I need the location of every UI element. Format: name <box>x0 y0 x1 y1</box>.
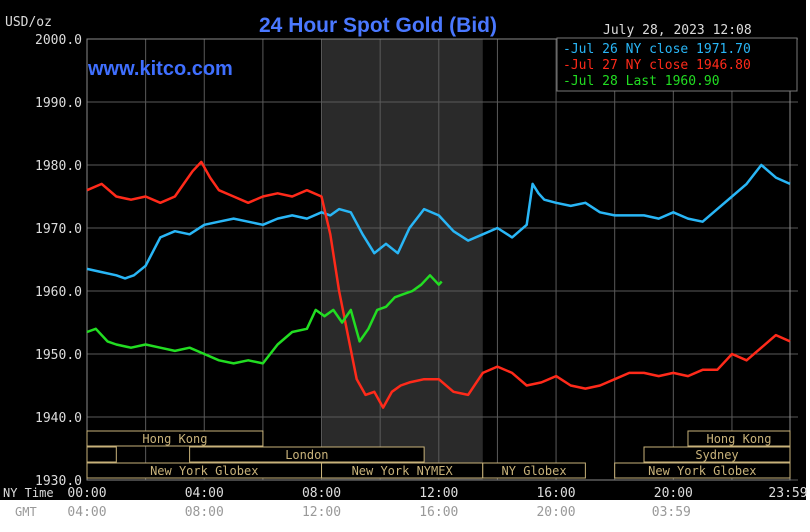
unit-label: USD/oz <box>5 15 52 30</box>
market-session-box <box>643 446 791 463</box>
market-session-box <box>687 430 791 447</box>
market-session-label: New York Globex <box>150 464 258 478</box>
market-session-label: Hong Kong <box>142 432 207 446</box>
legend-box <box>556 37 798 92</box>
watermark: www.kitco.com <box>87 58 233 80</box>
x-tick-label: 00:00 <box>67 486 106 501</box>
x-tick-label: 23:59 <box>768 486 807 501</box>
shaded-session-band <box>322 39 483 480</box>
y-tick-label: 1990.0 <box>35 96 82 111</box>
y-tick-label: 1930.0 <box>35 474 82 489</box>
legend: -Jul 26 NY close 1971.70-Jul 27 NY close… <box>556 37 798 92</box>
series-line-jul-27 <box>86 160 791 409</box>
x-row-label-nytime: NY Time <box>3 486 54 500</box>
plot-frame <box>86 38 791 481</box>
series-line-jul-26 <box>86 163 791 280</box>
y-tick-label: 1960.0 <box>35 285 82 300</box>
market-session-box <box>482 462 586 479</box>
gmt-tick-label: 04:00 <box>67 505 106 520</box>
y-tick-label: 2000.0 <box>35 33 82 48</box>
gmt-tick-label: 08:00 <box>185 505 224 520</box>
gmt-tick-label: 12:00 <box>302 505 341 520</box>
market-session-box <box>189 446 425 463</box>
x-tick-label: 20:00 <box>654 486 693 501</box>
x-tick-label: 04:00 <box>185 486 224 501</box>
legend-entry: -Jul 28 Last 1960.90 <box>563 74 720 89</box>
x-tick-label: 16:00 <box>536 486 575 501</box>
x-tick-label: 12:00 <box>419 486 458 501</box>
x-tick-label: 08:00 <box>302 486 341 501</box>
market-session-label: New York Globex <box>648 464 756 478</box>
timestamp: July 28, 2023 12:08 <box>603 23 752 38</box>
gmt-tick-label: 03:59 <box>652 505 691 520</box>
market-session-box <box>86 446 117 463</box>
legend-entry: -Jul 26 NY close 1971.70 <box>563 42 751 57</box>
chart-title: 24 Hour Spot Gold (Bid) <box>259 14 497 37</box>
y-tick-label: 1980.0 <box>35 159 82 174</box>
y-tick-label: 1970.0 <box>35 222 82 237</box>
market-session-box <box>614 462 791 479</box>
market-session-label: Hong Kong <box>706 432 771 446</box>
market-session-label: London <box>285 448 328 462</box>
legend-entry: -Jul 27 NY close 1946.80 <box>563 58 751 73</box>
market-session-box <box>86 430 264 447</box>
gmt-tick-label: 16:00 <box>419 505 458 520</box>
y-tick-label: 1940.0 <box>35 411 82 426</box>
market-session-label: New York NYMEX <box>352 464 454 478</box>
x-row-label-gmt: GMT <box>15 505 37 519</box>
series-line-jul-28 <box>86 274 443 365</box>
gmt-tick-label: 20:00 <box>536 505 575 520</box>
market-session-label: Sydney <box>695 448 738 462</box>
y-tick-label: 1950.0 <box>35 348 82 363</box>
market-session-label: NY Globex <box>502 464 567 478</box>
